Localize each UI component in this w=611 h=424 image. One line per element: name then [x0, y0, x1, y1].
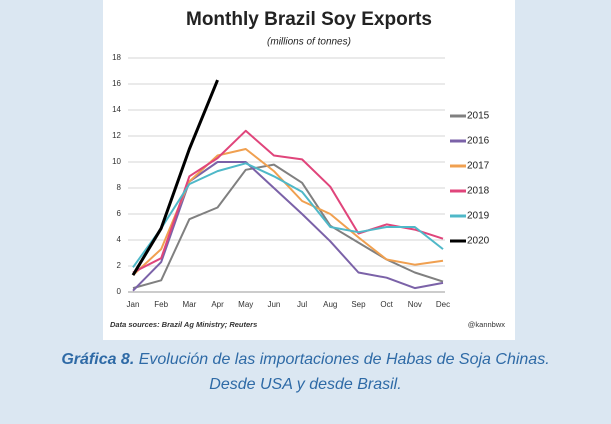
chart-title: Monthly Brazil Soy Exports [186, 9, 432, 30]
series-line [132, 163, 444, 290]
x-tick-label: Jan [127, 300, 140, 309]
caption-line: Gráfica 8. Evolución de las importacione… [0, 347, 611, 372]
chart: Monthly Brazil Soy Exports (millions of … [103, 0, 515, 340]
legend-label: 2017 [467, 161, 490, 172]
y-tick-label: 12 [112, 131, 121, 140]
x-tick-label: Mar [182, 300, 196, 309]
y-tick-label: 18 [112, 53, 121, 62]
y-tick-label: 16 [112, 79, 121, 88]
caption-text: Evolución de las importaciones de Habas … [138, 351, 550, 368]
x-tick-label: May [238, 300, 253, 309]
chart-background [103, 0, 515, 340]
caption-line: Desde USA y desde Brasil. [209, 376, 402, 393]
x-tick-label: Jul [297, 300, 307, 309]
caption: Gráfica 8. Evolución de las importacione… [0, 347, 611, 397]
x-tick-label: Sep [351, 300, 366, 309]
y-tick-label: 10 [112, 157, 121, 166]
x-tick-label: Nov [408, 300, 422, 309]
y-tick-label: 8 [117, 183, 122, 192]
chart-subtitle: (millions of tonnes) [267, 37, 351, 48]
legend-label: 2018 [467, 186, 490, 197]
y-tick-label: 4 [117, 235, 122, 244]
x-tick-label: Feb [154, 300, 168, 309]
y-tick-label: 14 [112, 105, 121, 114]
y-tick-label: 0 [117, 287, 122, 296]
legend-label: 2015 [467, 111, 490, 122]
credit: @kannbwx [468, 320, 505, 329]
x-tick-label: Jun [267, 300, 280, 309]
x-tick-label: Apr [211, 300, 224, 309]
y-tick-label: 6 [117, 209, 122, 218]
caption-label: Gráfica 8. [61, 351, 135, 368]
y-tick-label: 2 [117, 261, 122, 270]
x-tick-label: Aug [323, 300, 337, 309]
legend-label: 2020 [467, 236, 490, 247]
legend-label: 2016 [467, 136, 490, 147]
series-line [132, 162, 444, 268]
x-tick-label: Oct [380, 300, 393, 309]
source: Data sources: Brazil Ag Ministry; Reuter… [110, 320, 257, 329]
series-line [131, 79, 219, 276]
legend-label: 2019 [467, 211, 490, 222]
x-tick-label: Dec [436, 300, 450, 309]
